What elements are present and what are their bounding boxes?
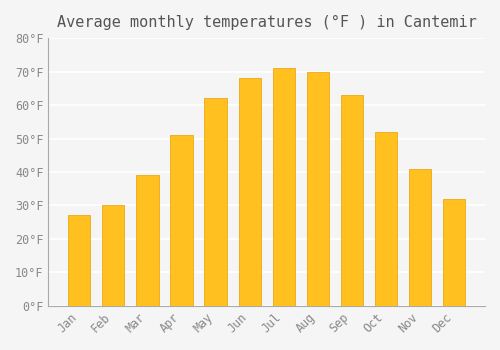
Bar: [306, 72, 329, 306]
Bar: [409, 169, 431, 306]
Bar: [204, 98, 227, 306]
Bar: [341, 95, 363, 306]
Bar: [170, 135, 192, 306]
Title: Average monthly temperatures (°F ) in Cantemir: Average monthly temperatures (°F ) in Ca…: [57, 15, 476, 30]
Bar: [238, 78, 260, 306]
Bar: [102, 205, 124, 306]
Bar: [136, 175, 158, 306]
Bar: [272, 68, 295, 306]
Bar: [68, 216, 90, 306]
Bar: [443, 199, 465, 306]
Bar: [375, 132, 397, 306]
